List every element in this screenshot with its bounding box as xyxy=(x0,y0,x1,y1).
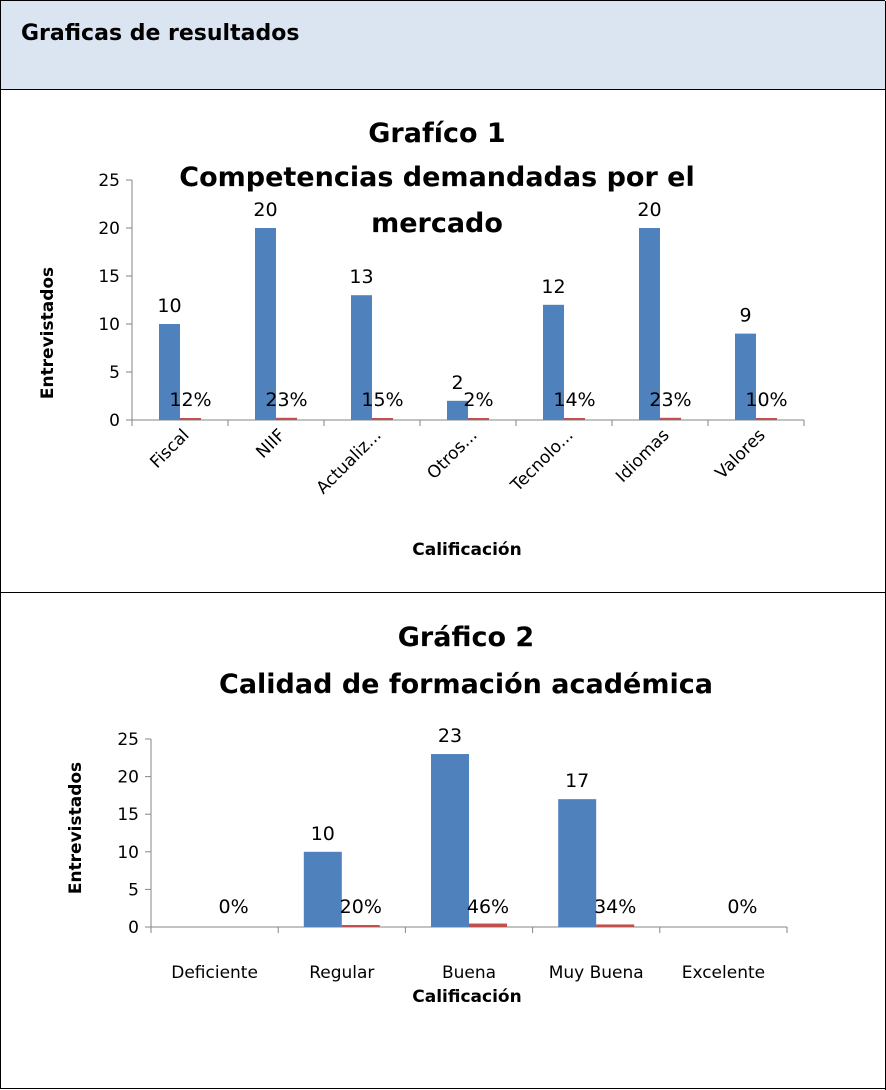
chart-1-data-label-count: 20 xyxy=(253,199,277,221)
chart-2-y-tick-label: 10 xyxy=(117,843,139,863)
chart-1-title-line3: mercado xyxy=(371,208,503,239)
chart-2-data-label-percent: 46% xyxy=(467,896,509,918)
chart-2-data-label-percent: 34% xyxy=(594,896,636,918)
chart-2-bar-percent xyxy=(469,923,507,927)
chart-2-y-tick-label: 20 xyxy=(117,768,139,788)
chart-2-bar-entrevistados xyxy=(303,851,342,927)
chart-1-category-label: Valores xyxy=(712,425,770,483)
chart-1-bar-entrevistados xyxy=(639,228,660,420)
chart-1-bar-entrevistados xyxy=(255,228,276,420)
chart-1-category-label: Tecnolo... xyxy=(506,425,577,496)
chart-1-category-label: Otros... xyxy=(423,425,481,483)
chart-1-bar-percent xyxy=(756,418,777,420)
chart-1-y-tick-label: 5 xyxy=(109,363,120,383)
chart-1-data-label-percent: 23% xyxy=(649,389,691,411)
chart-1-data-label-count: 10 xyxy=(157,295,181,317)
chart-1-bar-entrevistados xyxy=(159,324,180,420)
chart-2-bar-entrevistados xyxy=(431,754,469,927)
header-cell: Graficas de resultados xyxy=(1,1,886,90)
chart-1-data-label-count: 13 xyxy=(349,266,373,288)
chart-1-data-label-count: 12 xyxy=(541,276,565,298)
chart-2-data-label-percent: 0% xyxy=(219,896,249,918)
chart-2-title-line2: Calidad de formación académica xyxy=(219,669,713,700)
chart-2-y-tick-label: 5 xyxy=(128,880,139,900)
chart-1-bar-entrevistados xyxy=(447,400,468,420)
chart-1-y-axis-label: Entrevistados xyxy=(38,267,58,399)
chart-2-category-label: Deficiente xyxy=(171,963,258,983)
chart-1-title-line2: Competencias demandadas por el xyxy=(179,162,694,193)
chart-1-bar-entrevistados xyxy=(543,304,564,420)
chart-1-title-line1: Grafíco 1 xyxy=(368,118,505,149)
chart-1-y-tick-label: 25 xyxy=(98,171,120,191)
chart-2-data-label-count: 10 xyxy=(311,823,335,845)
chart-2-bar-percent xyxy=(341,925,380,927)
chart-1-category-label: NIIF xyxy=(252,425,289,462)
chart-2-category-label: Excelente xyxy=(682,963,765,983)
chart-1-bar-percent xyxy=(372,418,393,420)
chart-2-y-axis-label: Entrevistados xyxy=(66,762,86,894)
chart-1-data-label-count: 9 xyxy=(739,305,751,327)
chart-2-category-label: Muy Buena xyxy=(549,963,644,983)
chart-1-y-tick-label: 15 xyxy=(98,267,120,287)
chart-1-bar-entrevistados xyxy=(351,295,372,420)
section-title: Graficas de resultados xyxy=(21,21,300,46)
chart-2-bars: 0% 10 20% 23 46% 17 34% 0% xyxy=(219,725,757,927)
chart-2-data-label-count: 17 xyxy=(565,770,589,792)
chart-2-data-label-percent: 0% xyxy=(727,896,757,918)
chart-1-data-label-percent: 14% xyxy=(553,389,595,411)
chart-1-bar-percent xyxy=(564,418,585,420)
chart-cell-1: Grafíco 1 0 5 10 15 20 25 Fiscal NIIF Actualiz..… xyxy=(1,90,886,593)
chart-2-data-label-percent: 20% xyxy=(340,896,382,918)
chart-2-title-line1: Gráfico 2 xyxy=(398,622,534,653)
chart-2-bar-percent xyxy=(596,924,635,927)
chart-1-bar-entrevistados xyxy=(735,333,756,420)
chart-1-data-label-percent: 12% xyxy=(169,389,211,411)
chart-2-bar-entrevistados xyxy=(558,799,597,927)
chart-1-bar-percent xyxy=(660,417,681,420)
chart-2-category-label: Buena xyxy=(442,963,496,983)
chart-1-bar-percent xyxy=(276,417,297,420)
chart-1-data-label-count: 20 xyxy=(637,199,661,221)
chart-1-data-label-percent: 15% xyxy=(361,389,403,411)
chart-2-data-label-count: 23 xyxy=(438,725,462,747)
chart-1-category-label: Fiscal xyxy=(146,425,193,472)
chart-1-category-label: Idiomas xyxy=(612,425,673,486)
chart-2-y-tick-label: 0 xyxy=(128,918,139,938)
chart-1-data-label-percent: 23% xyxy=(265,389,307,411)
chart-1-data-label-percent: 10% xyxy=(745,389,787,411)
chart-1-data-label-count: 2 xyxy=(451,372,463,394)
chart-1-y-tick-label: 0 xyxy=(109,411,120,431)
chart-1-y-tick-label: 10 xyxy=(98,315,120,335)
chart-cell-2: Gráfico 2 Calidad de formación académica… xyxy=(1,593,886,1090)
chart-2: Gráfico 2 Calidad de formación académica… xyxy=(66,622,788,1007)
chart-1-bars: 10 12% 20 23% 13 15% 22% 12 14% 20 23% 9 10% xyxy=(157,199,788,420)
chart-1-y-tick-label: 20 xyxy=(98,219,120,239)
chart-1-x-axis-label: Calificación xyxy=(412,540,521,560)
chart-2-x-axis-label: Calificación xyxy=(412,987,521,1007)
chart-1: Grafíco 1 0 5 10 15 20 25 Fiscal NIIF Actualiz..… xyxy=(38,118,805,560)
chart-2-category-label: Regular xyxy=(309,963,374,983)
chart-1-bar-percent xyxy=(180,418,201,420)
chart-1-data-label-percent: 2% xyxy=(463,389,493,411)
chart-1-category-label: Actualiz... xyxy=(313,425,386,498)
chart-1-bar-percent xyxy=(468,418,489,420)
chart-2-y-tick-label: 15 xyxy=(117,805,139,825)
chart-2-y-tick-label: 25 xyxy=(117,730,139,750)
chart-2-axes: 0 5 10 15 20 25 Deficiente Regular Buena Muy Buen… xyxy=(117,730,788,983)
